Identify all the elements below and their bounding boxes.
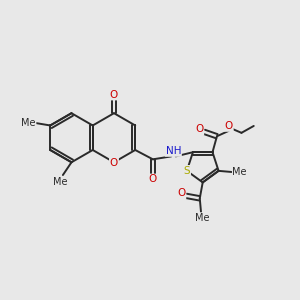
Text: Me: Me (195, 213, 209, 223)
Text: Me: Me (53, 177, 68, 187)
Text: NH: NH (166, 146, 181, 156)
Text: Me: Me (232, 167, 247, 177)
Text: O: O (225, 121, 233, 131)
Text: O: O (110, 158, 118, 169)
Text: O: O (177, 188, 185, 198)
Text: O: O (149, 174, 157, 184)
Text: O: O (195, 124, 203, 134)
Text: O: O (110, 89, 118, 100)
Text: Me: Me (21, 118, 36, 128)
Text: S: S (184, 166, 190, 176)
